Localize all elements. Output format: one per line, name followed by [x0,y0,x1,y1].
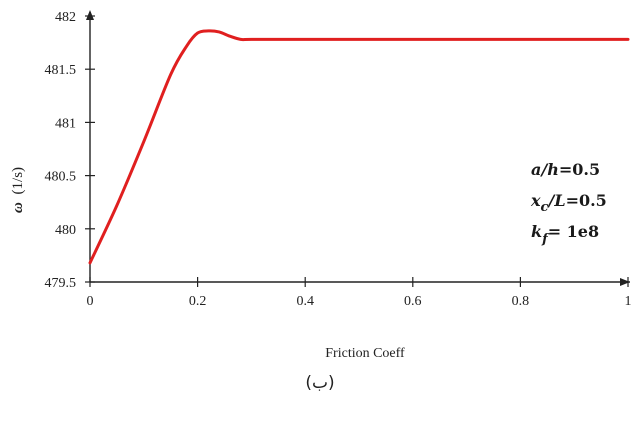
series-line-omega [88,29,630,265]
y-axis-arrow [86,10,94,20]
y-tick-label: 481 [55,116,76,131]
figure-caption: (ب) [305,373,334,393]
y-tick-label: 479.5 [45,276,77,291]
y-axis-symbol: ω [10,202,26,213]
y-axis-unit: (1/s) [10,167,26,195]
annotation-kf: kf= 1e8 [531,222,599,247]
annotation-xc-value: =0.5 [566,191,607,210]
x-tick-label: 0.6 [404,294,422,309]
y-tick-label: 481.5 [45,63,77,78]
y-tick-label: 480 [55,223,76,238]
x-axis-arrow [620,278,630,286]
x-tick-label: 0.4 [296,294,314,309]
y-tick-label: 480.5 [45,170,77,185]
annotation-a-h: a/h=0.5 [531,160,600,179]
y-tick-label: 482 [55,10,76,25]
annotation-kf-value: = 1e8 [548,222,599,241]
x-tick-label: 0.2 [189,294,207,309]
y-ticks: 479.5 480 480.5 481 481.5 482 [45,10,95,291]
y-axis-label: ω (1/s) [10,167,26,213]
x-tick-label: 0 [87,294,94,309]
x-ticks: 0 0.2 0.4 0.6 0.8 1 [87,277,632,309]
annotation-xc-var: x [530,191,541,210]
x-tick-label: 1 [625,294,632,309]
annotation-xc-sub: c [541,200,549,215]
annotation-kf-var: k [531,222,542,241]
annotation-xc-rest: /L [546,191,565,210]
x-tick-label: 0.8 [512,294,530,309]
annotation-a-h-value: =0.5 [559,160,600,179]
annotation-a-h-var: a/h [531,160,559,179]
x-axis-label: Friction Coeff [325,346,405,361]
annotation-xc-l: xc/L=0.5 [530,191,607,215]
annotation-kf-sub: f [541,232,550,247]
